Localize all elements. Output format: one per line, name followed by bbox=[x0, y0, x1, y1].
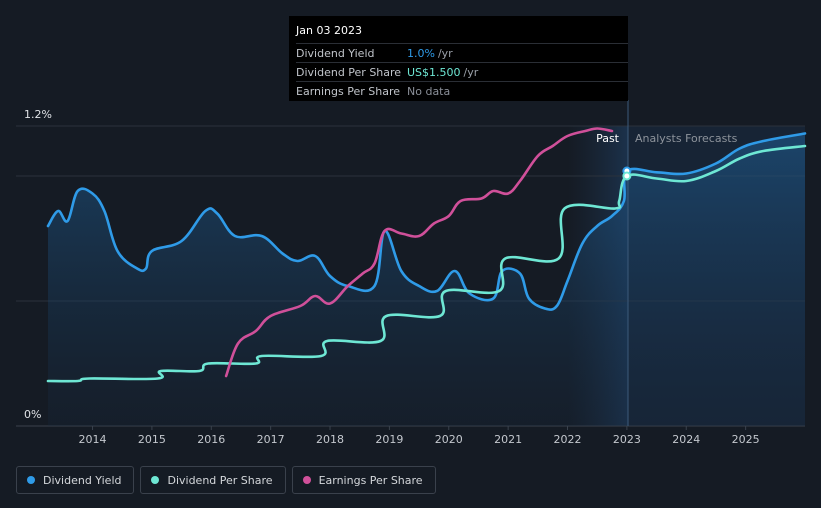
tooltip-label: Dividend Yield bbox=[296, 46, 375, 60]
x-tick-label: 2016 bbox=[197, 433, 225, 446]
hover-marker bbox=[622, 171, 632, 181]
tooltip: Jan 03 2023 Dividend Yield 1.0% /yr Divi… bbox=[289, 16, 628, 101]
legend-dot-icon bbox=[302, 476, 311, 484]
tooltip-value: US$1.500 bbox=[407, 65, 461, 79]
legend-dot-icon bbox=[27, 476, 35, 484]
x-tick-label: 2017 bbox=[257, 433, 285, 446]
legend-item-earnings-per-share[interactable]: Earnings Per Share bbox=[291, 466, 436, 494]
legend-dot-icon bbox=[151, 476, 160, 484]
x-tick-label: 2022 bbox=[554, 433, 582, 446]
legend-label: Earnings Per Share bbox=[318, 473, 423, 487]
dividend-chart: Past Analysts Forecasts 2014 2015 2016 2017… bbox=[16, 100, 807, 446]
x-tick-label: 2019 bbox=[375, 433, 403, 446]
tooltip-unit: /yr bbox=[463, 65, 479, 79]
tooltip-value: 1.0% bbox=[407, 46, 435, 60]
legend-item-dividend-yield[interactable]: Dividend Yield bbox=[16, 466, 135, 494]
tooltip-row-dividend-per-share: Dividend Per Share US$1.500 /yr bbox=[296, 62, 628, 81]
legend-label: Dividend Per Share bbox=[167, 473, 273, 487]
past-label: Past bbox=[596, 132, 620, 145]
tooltip-value: No data bbox=[407, 84, 451, 98]
y-tick-label: 0% bbox=[24, 408, 41, 421]
x-tick-label: 2023 bbox=[613, 433, 641, 446]
series-area-dividend-yield bbox=[48, 133, 805, 426]
tooltip-date: Jan 03 2023 bbox=[296, 24, 362, 37]
tooltip-label: Earnings Per Share bbox=[296, 84, 401, 98]
legend-item-dividend-per-share[interactable]: Dividend Per Share bbox=[140, 466, 286, 494]
x-tick-label: 2018 bbox=[316, 433, 344, 446]
x-tick-label: 2025 bbox=[732, 433, 760, 446]
series-line-dividend-per-share bbox=[46, 144, 807, 383]
forecast-label: Analysts Forecasts bbox=[635, 132, 738, 145]
x-tick-label: 2014 bbox=[79, 433, 107, 446]
tooltip-label: Dividend Per Share bbox=[296, 65, 402, 79]
tooltip-row-earnings-per-share: Earnings Per Share No data bbox=[296, 81, 628, 100]
x-tick-label: 2015 bbox=[138, 433, 166, 446]
x-tick-label: 2020 bbox=[435, 433, 463, 446]
tooltip-row-dividend-yield: Dividend Yield 1.0% /yr bbox=[296, 43, 628, 62]
tooltip-unit: /yr bbox=[437, 46, 453, 60]
legend: Dividend Yield Dividend Per Share Earnin… bbox=[16, 466, 436, 494]
series-line-earnings-per-share bbox=[224, 127, 614, 378]
x-tick-label: 2024 bbox=[672, 433, 700, 446]
legend-label: Dividend Yield bbox=[43, 473, 122, 487]
x-tick-label: 2021 bbox=[494, 433, 522, 446]
y-tick-label: 1.2% bbox=[24, 108, 52, 121]
